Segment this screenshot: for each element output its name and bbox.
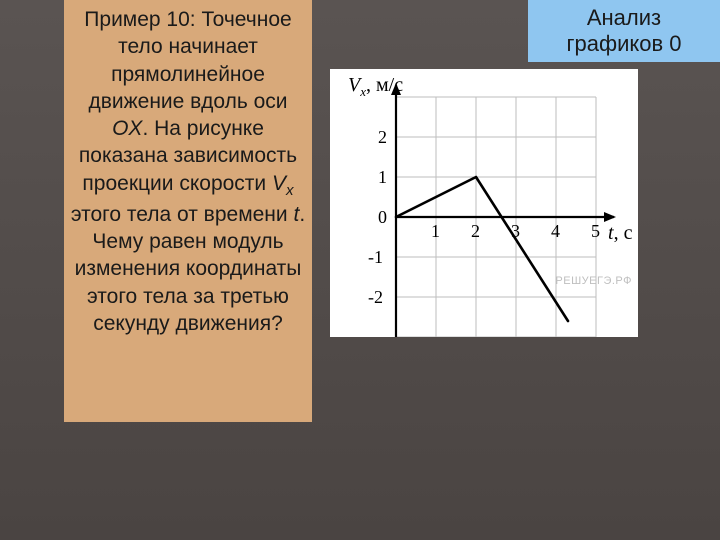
svg-text:5: 5 (591, 221, 600, 241)
svg-text:0: 0 (378, 207, 387, 227)
svg-text:-1: -1 (368, 247, 383, 267)
svg-text:Vx, м/с: Vx, м/с (348, 74, 403, 99)
chart-box: 1234512-1-20Vx, м/сt, с РЕШУЕГЭ.РФ (330, 69, 638, 337)
svg-text:-2: -2 (368, 287, 383, 307)
title-text: Анализ графиков 0 (566, 5, 681, 58)
svg-text:1: 1 (431, 221, 440, 241)
velocity-chart: 1234512-1-20Vx, м/сt, с (330, 69, 638, 337)
title-line2: графиков 0 (566, 31, 681, 56)
svg-text:2: 2 (471, 221, 480, 241)
svg-text:2: 2 (378, 127, 387, 147)
watermark: РЕШУЕГЭ.РФ (555, 275, 632, 287)
problem-text: Пример 10: Точечное тело начинает прямол… (68, 6, 308, 337)
svg-text:t, с: t, с (608, 222, 633, 244)
svg-text:1: 1 (378, 167, 387, 187)
slide: Пример 10: Точечное тело начинает прямол… (0, 0, 720, 540)
title-box: Анализ графиков 0 (528, 0, 720, 62)
svg-text:4: 4 (551, 221, 560, 241)
problem-box: Пример 10: Точечное тело начинает прямол… (64, 0, 312, 422)
title-line1: Анализ (587, 5, 661, 30)
